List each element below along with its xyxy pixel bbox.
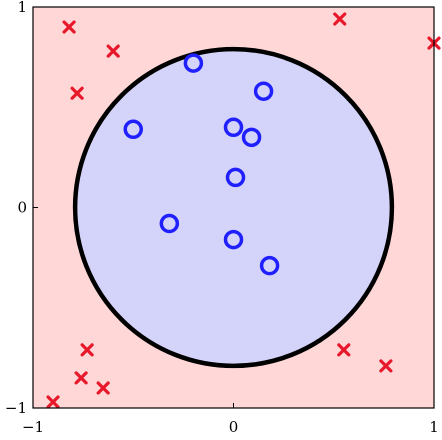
plot-area — [32, 6, 441, 409]
x-tick-label: 1 — [429, 418, 439, 436]
class-o-point — [241, 127, 262, 148]
y-tick-label: 1 — [17, 0, 27, 16]
class-x-point — [80, 343, 94, 357]
class-x-point — [379, 359, 393, 373]
class-x-point — [74, 371, 88, 385]
x-tick-label: 0 — [229, 418, 239, 436]
inside-region — [75, 49, 392, 366]
class-o-point — [225, 167, 246, 188]
axes: −1 0 1 −1 0 1 — [5, 0, 439, 436]
y-tick-label: −1 — [5, 399, 27, 417]
class-o-point — [223, 117, 244, 138]
class-x-point — [46, 395, 60, 409]
x-tick-label: −1 — [22, 418, 44, 436]
y-tick-label: 0 — [17, 199, 27, 217]
class-x-point — [333, 12, 347, 26]
class-o-point — [159, 213, 180, 234]
class-x-point — [106, 44, 120, 58]
class-x-point — [70, 86, 84, 100]
class-o-point — [183, 53, 204, 73]
decision-boundary-circle — [72, 46, 395, 369]
class-x-point — [337, 343, 351, 357]
class-x-point — [96, 381, 110, 395]
class-o-point — [123, 119, 143, 140]
class-o-point — [223, 229, 244, 250]
class-o-point — [253, 81, 274, 101]
class-o-point — [259, 255, 280, 276]
class-x-point — [62, 20, 76, 34]
